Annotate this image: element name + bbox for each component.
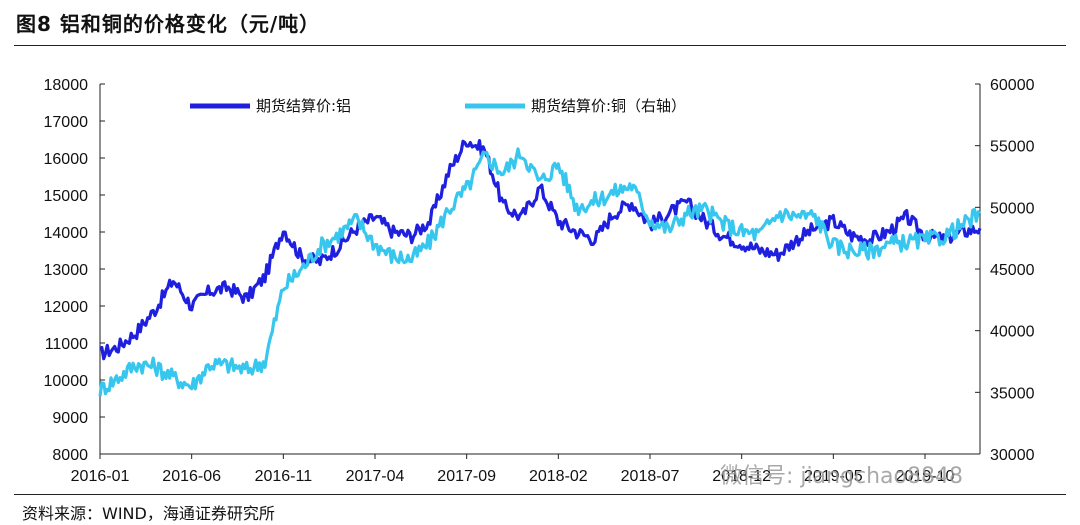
series-line-copper <box>98 147 982 397</box>
left-axis-tick-label: 18000 <box>44 77 89 94</box>
chart-legend: 期货结算价:铝 期货结算价:铜（右轴） <box>190 97 686 115</box>
legend-label: 期货结算价:铝 <box>256 97 351 115</box>
left-axis-tick-label: 9000 <box>52 410 88 427</box>
source-rule <box>14 494 1066 495</box>
chart-series-layer <box>98 139 982 397</box>
left-axis-tick-label: 15000 <box>44 188 89 205</box>
right-axis-tick-label: 50000 <box>990 200 1035 217</box>
chart-axes: 8000 9000 10000 11000 12000 13000 14000 15000 16… <box>44 77 1035 485</box>
x-axis-tick-label: 2016-01 <box>71 468 130 485</box>
x-axis-tick-label: 2018-02 <box>529 468 588 485</box>
x-axis-tick-label: 2018-07 <box>621 468 680 485</box>
right-axis-tick-label: 30000 <box>990 447 1035 464</box>
left-axis-tick-label: 12000 <box>44 299 89 316</box>
x-axis-tick-label: 2018-12 <box>712 468 771 485</box>
left-axis-tick-label: 17000 <box>44 114 89 131</box>
right-axis-tick-label: 40000 <box>990 324 1035 341</box>
x-axis-tick-label: 2019-10 <box>896 468 955 485</box>
wechat-watermark: 微信号: jiangchao8848 <box>720 464 963 489</box>
left-axis-tick-label: 16000 <box>44 151 89 168</box>
left-axis-tick-label: 10000 <box>44 373 89 390</box>
right-axis-tick-label: 60000 <box>990 77 1035 94</box>
right-axis-tick-label: 45000 <box>990 262 1035 279</box>
x-axis-tick-label: 2016-11 <box>255 468 313 485</box>
right-axis-tick-label: 55000 <box>990 139 1035 156</box>
x-axis-tick-label: 2017-09 <box>437 468 496 485</box>
series-line-aluminum <box>99 139 982 361</box>
figure-title: 图8 铝和铜的价格变化（元/吨） <box>16 12 321 36</box>
source-note: 资料来源：WIND，海通证券研究所 <box>22 504 275 523</box>
right-axis-tick-label: 35000 <box>990 385 1035 402</box>
x-axis-tick-label: 2016-06 <box>162 468 221 485</box>
legend-label: 期货结算价:铜（右轴） <box>531 97 686 115</box>
left-axis-tick-label: 11000 <box>45 336 88 353</box>
left-axis-tick-label: 13000 <box>44 262 89 279</box>
title-rule <box>14 45 1066 46</box>
x-axis-tick-label: 2019-05 <box>804 468 863 485</box>
x-axis-tick-label: 2017-04 <box>346 468 405 485</box>
left-axis-tick-label: 8000 <box>52 447 88 464</box>
chart-canvas: 8000 9000 10000 11000 12000 13000 14000 15000 16… <box>44 77 1035 485</box>
left-axis-tick-label: 14000 <box>44 225 89 242</box>
